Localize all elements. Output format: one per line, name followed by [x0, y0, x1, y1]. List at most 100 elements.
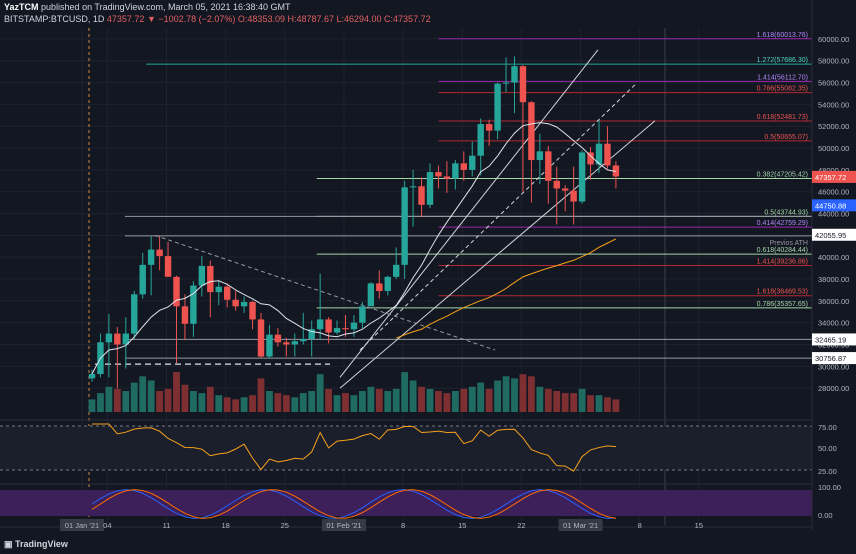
fib-level-label: 1.272(57686.30) — [757, 57, 808, 64]
volume-bar — [544, 388, 552, 412]
price-tag — [812, 199, 856, 212]
candle-body — [418, 186, 425, 205]
candle-body — [367, 283, 375, 307]
volume-bar — [502, 376, 510, 412]
time-tag — [321, 519, 366, 531]
volume-bar — [435, 391, 442, 412]
volume-bar — [190, 391, 197, 412]
fib-level-label: 1.414(39236.86) — [757, 259, 808, 266]
time-axis-label: 11 — [163, 521, 171, 530]
price-tag — [812, 352, 856, 365]
price-axis-label: 54000.00 — [818, 100, 849, 109]
symbol-line: BITSTAMP:BTCUSD, 1D 47357.72 ▼ −1002.78 … — [4, 14, 431, 24]
channel-lower — [339, 120, 656, 389]
price-axis-label: 56000.00 — [818, 79, 849, 88]
price-axis-label: 40000.00 — [818, 253, 849, 262]
candle-body — [587, 152, 594, 165]
trend-lines — [154, 49, 656, 389]
volume-bar — [342, 393, 349, 412]
symbol-label[interactable]: BITSTAMP:BTCUSD, 1D — [4, 14, 105, 24]
time-tag — [558, 519, 603, 531]
candle-body — [114, 333, 121, 345]
stoch-k-line — [91, 489, 616, 519]
volume-bar — [333, 395, 341, 412]
rsi-axis-label: 75.00 — [818, 423, 837, 432]
time-tag — [60, 519, 104, 531]
candle-body — [308, 329, 315, 340]
price-axis-label: 28000.00 — [818, 384, 849, 393]
candle-body — [173, 276, 180, 307]
volume-bar — [181, 384, 189, 412]
support-label: Previos ATH — [770, 240, 808, 247]
candle-body — [198, 265, 206, 286]
volume-bar — [97, 393, 104, 412]
publisher-name[interactable]: YazTCM — [4, 2, 39, 12]
stoch-band — [0, 490, 812, 516]
volume-bar — [105, 386, 113, 412]
volume-bar — [173, 372, 180, 412]
price-axis-label: 34000.00 — [818, 319, 849, 328]
candle-body — [359, 306, 366, 323]
volume-bar — [494, 380, 501, 412]
candle-body — [164, 256, 172, 277]
candle-body — [342, 328, 349, 330]
candle-body — [595, 143, 603, 165]
candle-body — [325, 319, 332, 333]
time-axis-label: 25 — [281, 521, 289, 530]
volume-bar — [88, 399, 96, 412]
volume-bar — [612, 399, 620, 412]
price-axis-label: 38000.00 — [818, 275, 849, 284]
volume-bar — [282, 395, 290, 412]
price-axis-label: 58000.00 — [818, 57, 849, 66]
candle-body — [232, 299, 239, 307]
volume-bar — [316, 374, 324, 412]
published-text: published on TradingView.com, March 05, … — [41, 2, 291, 12]
candle-body — [291, 341, 298, 345]
candle-body — [519, 66, 527, 103]
volume-bar — [249, 395, 256, 412]
volume-bar — [460, 388, 468, 412]
fib-level-label: 0.5(43744.93) — [764, 209, 808, 216]
price-axis-label: 52000.00 — [818, 122, 849, 131]
time-axis-label: 8 — [638, 521, 642, 530]
stoch-rsi-panel: 100.00 0.00 — [0, 483, 841, 520]
price-tag — [812, 333, 856, 346]
time-axis-label: 01 Jan '21 — [65, 521, 99, 530]
price-axis-label: 30000.00 — [818, 362, 849, 371]
candle-body — [578, 152, 586, 202]
candle-body — [502, 82, 510, 84]
candle-body — [257, 319, 265, 357]
candle-body — [376, 283, 383, 292]
volume-bar — [384, 391, 392, 412]
candle-body — [384, 276, 391, 292]
fib-level-label: 1.414(56112.70) — [757, 74, 808, 81]
price-tag-label: 32465.19 — [815, 335, 846, 344]
volume-bar — [553, 391, 561, 412]
volume-bar — [113, 388, 121, 412]
candle-body — [190, 285, 197, 324]
time-axis-label: 04 — [103, 521, 111, 530]
candle-body — [156, 249, 163, 257]
price-axis-label: 46000.00 — [818, 188, 849, 197]
candle-body — [393, 264, 400, 277]
candle-body — [274, 334, 282, 343]
candle-body — [426, 172, 434, 205]
descending-trend — [154, 234, 496, 351]
time-axis-label: 8 — [401, 521, 405, 530]
price-tag — [812, 170, 856, 183]
volume-bar — [426, 388, 434, 412]
volume-bar — [392, 388, 400, 412]
moving-averages — [91, 122, 617, 375]
volume-bar — [206, 386, 214, 412]
stoch-d-line — [91, 489, 616, 519]
volume-bar — [215, 395, 223, 412]
candle-body — [215, 286, 222, 293]
candle-body — [300, 339, 307, 342]
fib-level-label: 0.786(35357.65) — [757, 301, 808, 308]
candle-body — [131, 294, 138, 334]
price-axis-label: 44000.00 — [818, 210, 849, 219]
price-axis: 28000.0030000.0032000.0034000.0036000.00… — [811, 0, 856, 530]
volume-bar — [401, 372, 409, 412]
candle-body — [207, 265, 214, 293]
